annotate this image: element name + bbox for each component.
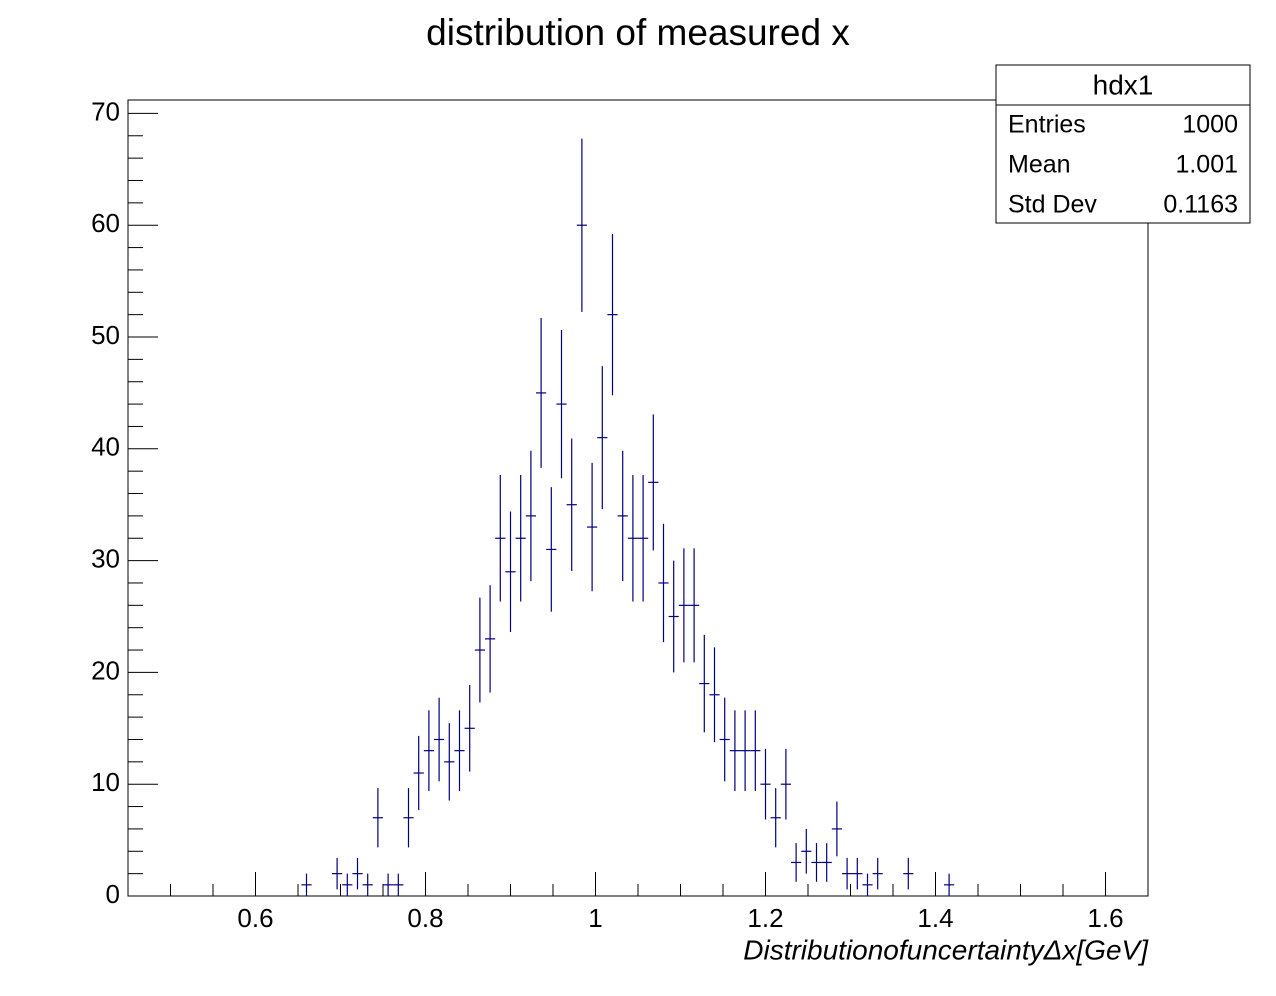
- stats-label: Entries: [1008, 111, 1086, 139]
- stats-box: hdx1 Entries 1000 Mean 1.001 Std Dev 0.1163: [995, 64, 1251, 224]
- stats-label: Mean: [1008, 151, 1071, 179]
- x-tick-label: 1: [588, 903, 602, 933]
- x-tick-label: 1.4: [917, 903, 953, 933]
- y-tick-label: 20: [91, 655, 120, 685]
- y-tick-label: 50: [91, 320, 120, 350]
- chart-title: distribution of measured x: [426, 12, 850, 53]
- y-tick-label: 70: [91, 96, 120, 126]
- x-tick-label: 1.2: [747, 903, 783, 933]
- stats-label: Std Dev: [1008, 191, 1097, 219]
- stats-title: hdx1: [1093, 69, 1154, 100]
- y-tick-label: 30: [91, 543, 120, 573]
- x-tick-label: 0.8: [407, 903, 443, 933]
- x-tick-label: 0.6: [237, 903, 273, 933]
- stats-value: 0.1163: [1163, 191, 1238, 219]
- x-tick-label: 1.6: [1087, 903, 1123, 933]
- stats-value: 1000: [1182, 111, 1238, 139]
- x-axis-label: DistributionofuncertaintyΔx[GeV]: [743, 934, 1149, 965]
- stats-frame: [995, 64, 1251, 224]
- stats-value: 1.001: [1175, 151, 1238, 179]
- y-tick-label: 0: [106, 879, 120, 909]
- y-tick-label: 40: [91, 432, 120, 462]
- y-tick-label: 10: [91, 767, 120, 797]
- y-tick-label: 60: [91, 208, 120, 238]
